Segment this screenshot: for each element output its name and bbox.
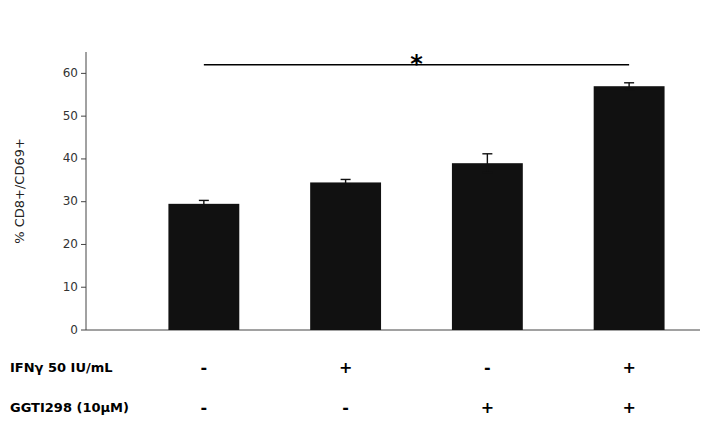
chart-container: IFNγ 50 IU/mL GGTI298 (10μM) 0 10 20 30 40 50 60…: [0, 0, 719, 448]
error-bar: [624, 83, 634, 90]
y-tick: [81, 244, 86, 245]
row-value: -: [201, 398, 208, 417]
error-bar: [482, 154, 492, 173]
row-value: +: [622, 358, 635, 377]
bar: [310, 182, 381, 330]
row-value: +: [339, 358, 352, 377]
y-tick-label: 10: [63, 280, 78, 294]
row-label: GGTI298 (10μM): [10, 400, 129, 415]
row-label: IFNγ 50 IU/mL: [10, 360, 113, 375]
y-axis-title: % CD8+/CD69+: [12, 138, 27, 244]
y-axis-line: [86, 52, 87, 330]
y-tick-label: 40: [63, 151, 78, 165]
y-tick: [81, 116, 86, 117]
row-value: +: [622, 398, 635, 417]
bars: [168, 83, 664, 330]
y-tick-label: 0: [70, 323, 78, 337]
y-tick: [81, 330, 86, 331]
y-tick: [81, 158, 86, 159]
error-bar: [341, 179, 351, 185]
y-tick-label: 20: [63, 237, 78, 251]
chart: IFNγ 50 IU/mL GGTI298 (10μM) 0 10 20 30 40 50 60…: [0, 0, 719, 448]
y-tick: [81, 201, 86, 202]
row-value: -: [342, 398, 349, 417]
significance-star: *: [410, 50, 423, 78]
bar: [168, 204, 239, 330]
bar: [594, 86, 665, 330]
y-tick-label: 50: [63, 109, 78, 123]
y-tick-label: 30: [63, 194, 78, 208]
row-value: -: [484, 358, 491, 377]
error-bar: [199, 200, 209, 207]
row-value: -: [201, 358, 208, 377]
y-tick: [81, 287, 86, 288]
bar: [452, 163, 523, 330]
y-axis: 0 10 20 30 40 50 60: [63, 52, 86, 337]
y-tick: [81, 73, 86, 74]
y-tick-label: 60: [63, 66, 78, 80]
row-value: +: [481, 398, 494, 417]
